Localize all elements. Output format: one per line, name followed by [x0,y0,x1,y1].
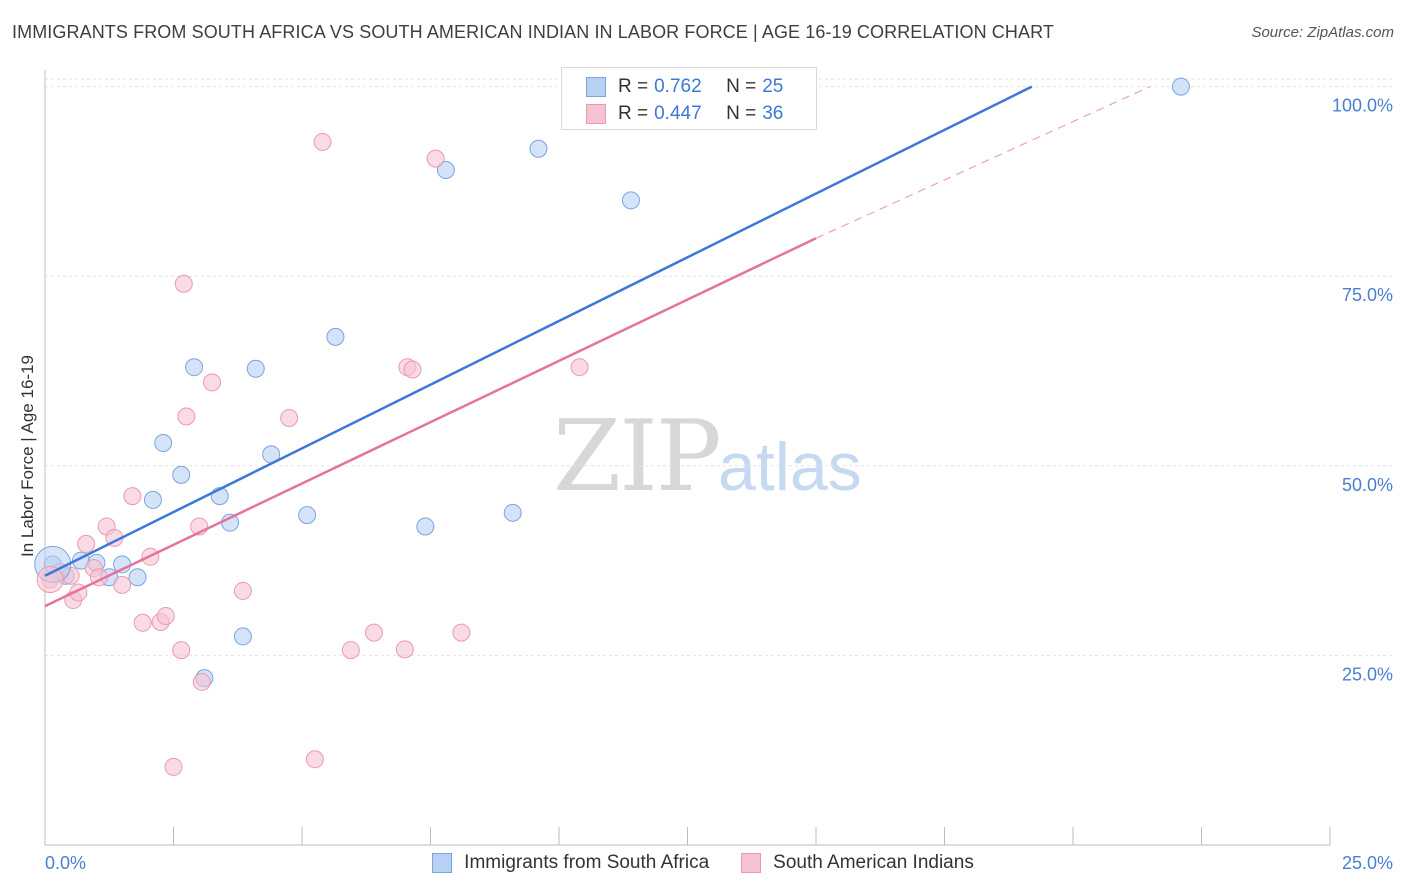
south-africa-point [298,506,317,525]
source-label: Source: ZipAtlas.com [1251,24,1394,41]
south-american-indian-point [203,373,222,392]
south-africa-point [416,517,435,536]
south-american-indian-cluster-point [36,566,64,594]
south-africa-point [1171,77,1190,96]
r-key: R = [618,76,649,97]
south-american-indian-point [395,640,414,659]
y-tick-label: 50.0% [1342,475,1393,495]
south-american-indian-point [233,581,252,600]
south-american-indian-point [174,274,193,293]
south-africa-point [185,358,204,377]
pink-swatch [741,853,762,873]
south-american-indian-point [426,149,445,168]
legend-label: South American Indians [773,852,974,873]
n-value: 25 [762,76,784,97]
south-american-indian-point [452,623,471,642]
south-africa-point [621,191,640,210]
n-key: N = [726,103,757,124]
south-africa-point [246,359,265,378]
south-africa-point [436,161,455,180]
series-legend: Immigrants from South Africa South Ameri… [0,852,1406,874]
correlation-legend: R = 0.762 N = 25 R = 0.447 N = 36 [561,67,817,130]
south-american-indian-point [570,358,589,377]
x-tick-label: 0.0% [45,853,86,873]
south-africa-point [143,490,162,509]
south-american-indian-point [403,360,422,379]
chart-title: IMMIGRANTS FROM SOUTH AFRICA VS SOUTH AM… [12,22,1054,42]
south-american-indian-point [77,534,96,553]
south-american-indian-point [123,487,142,506]
south-africa-point [529,139,548,158]
south-american-indian-point [280,409,299,428]
r-value: 0.447 [654,103,702,124]
blue-swatch [432,853,453,873]
south-africa-trendline [44,85,1033,577]
south-american-indian-point [113,575,132,594]
legend-item-south-american-indians: South American Indians [741,852,974,874]
watermark-zip: ZIP [553,400,722,514]
legend-label: Immigrants from South Africa [464,852,710,873]
n-value: 36 [762,103,784,124]
south-american-indian-point [177,407,196,426]
y-tick-label: 25.0% [1342,664,1393,684]
south-american-indian-point [305,750,324,769]
south-american-indian-point [341,641,360,660]
blue-swatch [586,77,606,97]
watermark-atlas: atlas [718,429,862,505]
south-american-indian-point [192,672,211,691]
south-africa-point [233,627,252,646]
pink-swatch [586,104,606,124]
south-american-indian-point [133,613,152,632]
legend-item-south-africa: Immigrants from South Africa [432,852,709,874]
legend-row-blue: R = 0.762 N = 25 [586,76,783,98]
south-american-indian-trendline-extension [815,86,1151,239]
south-american-indian-point [164,757,183,776]
x-tick-label: 25.0% [1342,853,1393,873]
south-africa-point [326,327,345,346]
south-africa-point [172,465,191,484]
r-value: 0.762 [654,76,702,97]
y-tick-label: 75.0% [1342,285,1393,305]
south-africa-point [503,503,522,522]
r-key: R = [618,103,649,124]
south-american-indian-point [156,606,175,625]
south-africa-point [128,568,147,587]
legend-row-pink: R = 0.447 N = 36 [586,103,783,125]
n-key: N = [726,76,757,97]
south-africa-point [154,434,173,453]
south-american-indian-point [172,641,191,660]
south-american-indian-point [364,623,383,642]
south-american-indian-point [313,132,332,151]
y-tick-label: 100.0% [1332,96,1393,116]
south-american-indian-trendline [44,237,817,608]
